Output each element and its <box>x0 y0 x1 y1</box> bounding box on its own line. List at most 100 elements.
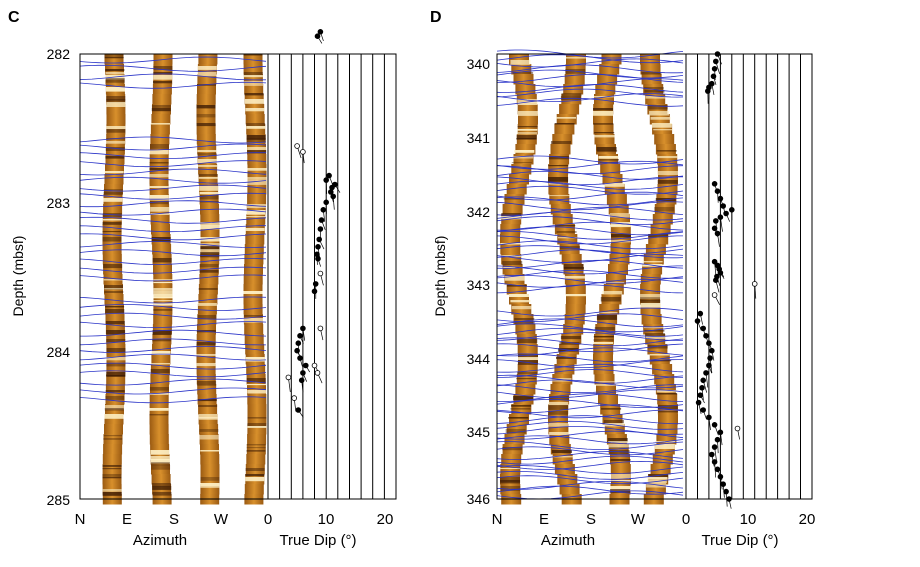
panel-letter: D <box>430 9 442 26</box>
tadpole-open <box>751 281 758 287</box>
sinusoid-line <box>79 56 267 64</box>
panel-c: C Depth (mbsf) 282 283 284 285 N E S W A… <box>8 9 397 549</box>
sinusoid-line <box>496 307 684 317</box>
tadpole-filled <box>300 370 306 376</box>
sinusoid-line <box>79 312 267 320</box>
azimuth-tick-w: W <box>214 511 229 528</box>
sinusoid-line <box>496 384 684 394</box>
depth-tick-label: 341 <box>467 130 491 146</box>
tadpole-filled <box>726 496 732 502</box>
panel-letter: C <box>8 9 20 26</box>
tadpole-filled <box>697 310 704 317</box>
sinusoid-line <box>496 216 684 225</box>
sinusoid-line <box>79 184 267 192</box>
sinusoid-line <box>496 313 684 323</box>
tadpole-filled <box>327 189 334 195</box>
sinusoid-line <box>496 435 684 445</box>
tadpole-filled <box>323 177 330 183</box>
tadpole-filled <box>330 193 337 200</box>
tadpole-filled <box>323 199 330 206</box>
depth-tick-label: 283 <box>47 195 71 211</box>
depth-tick-labels: 282 283 284 285 <box>47 46 71 508</box>
sinusoid-line <box>79 241 267 248</box>
sinusoid-line <box>496 176 683 186</box>
sinusoid-line <box>79 304 267 311</box>
sinusoid-line <box>496 475 684 485</box>
tadpole-filled <box>703 370 709 376</box>
sinusoid-line <box>79 225 266 233</box>
sinusoid-line <box>79 136 267 144</box>
depth-tick-label: 284 <box>47 344 71 360</box>
sinusoid-line <box>496 327 684 337</box>
tadpole-filled <box>708 451 715 458</box>
tadpole-filled <box>708 347 715 354</box>
sinusoid-line <box>79 208 267 216</box>
sinusoid-line <box>496 389 684 398</box>
sinusoid-line <box>496 259 684 269</box>
tadpole-filled <box>700 377 706 384</box>
sinusoid-line <box>496 359 683 369</box>
depth-tick-label: 285 <box>47 492 71 508</box>
depth-tick-label: 282 <box>47 46 71 62</box>
depth-tick-label: 344 <box>467 351 491 367</box>
tadpole-filled <box>703 332 709 339</box>
tadpole-filled <box>317 28 324 35</box>
azimuth-label: Azimuth <box>541 532 595 549</box>
sinusoid-line <box>79 387 267 395</box>
sinusoid-line <box>496 165 684 175</box>
sinusoid-line <box>79 370 267 378</box>
azimuth-tick-n: N <box>75 511 86 528</box>
image-pad-strip <box>102 54 126 505</box>
sinusoid-line <box>496 441 684 450</box>
tadpole-filled <box>728 207 735 213</box>
azimuth-tick-labels: N E S W <box>492 511 646 528</box>
tadpole-filled <box>714 51 721 57</box>
sinusoid-line <box>496 353 684 363</box>
sinusoid-line <box>496 254 684 263</box>
sinusoid-line <box>497 393 684 402</box>
depth-tick-label: 342 <box>467 204 491 220</box>
tadpole-filled <box>329 184 335 191</box>
depth-tick-labels: 340 341 342 343 344 345 346 <box>467 56 491 507</box>
sinusoid-line <box>496 420 684 430</box>
tadpole-filled <box>711 258 718 265</box>
tadpole-filled <box>717 473 724 480</box>
sinusoid-line <box>496 269 684 279</box>
tadpole-filled <box>320 207 327 213</box>
sinusoid-line <box>79 168 267 176</box>
sinusoid-line <box>79 338 266 346</box>
dip-grid <box>697 54 801 499</box>
dip-tick-labels: 0 10 20 <box>682 511 816 528</box>
sinusoid-line <box>496 160 684 170</box>
tadpole-open <box>300 149 306 155</box>
sinusoid-line <box>496 78 684 88</box>
sinusoid-line <box>496 465 684 474</box>
azimuth-tick-s: S <box>586 511 596 528</box>
sinusoid-line <box>79 346 267 353</box>
sinusoid-line <box>496 211 684 221</box>
tadpole-filled <box>694 318 701 324</box>
tadpole-open <box>734 425 741 432</box>
tadpole-open <box>291 395 298 401</box>
depth-tick-label: 346 <box>467 491 491 507</box>
tadpole-filled <box>711 225 718 232</box>
sinusoid-line <box>496 363 684 373</box>
tadpole-filled <box>317 226 324 232</box>
sinusoid-line <box>79 378 267 386</box>
sinusoid-line <box>80 329 267 337</box>
tadpole-filled <box>298 377 305 384</box>
sinusoid-line <box>496 343 684 353</box>
sinusoid-line <box>496 54 684 64</box>
sinusoid-line <box>496 274 684 284</box>
sinusoid-line <box>496 455 684 465</box>
sinusoid-line <box>496 235 683 245</box>
tadpole-filled <box>315 255 321 262</box>
dip-grid <box>279 54 385 499</box>
tadpole-filled <box>316 236 323 243</box>
dip-tick-labels: 0 10 20 <box>264 511 394 528</box>
sinusoid-line <box>496 278 684 288</box>
sinusoid-line <box>496 170 684 180</box>
tadpole-filled <box>295 340 302 347</box>
sinusoid-line <box>79 249 267 257</box>
sinusoid-line <box>496 58 684 68</box>
